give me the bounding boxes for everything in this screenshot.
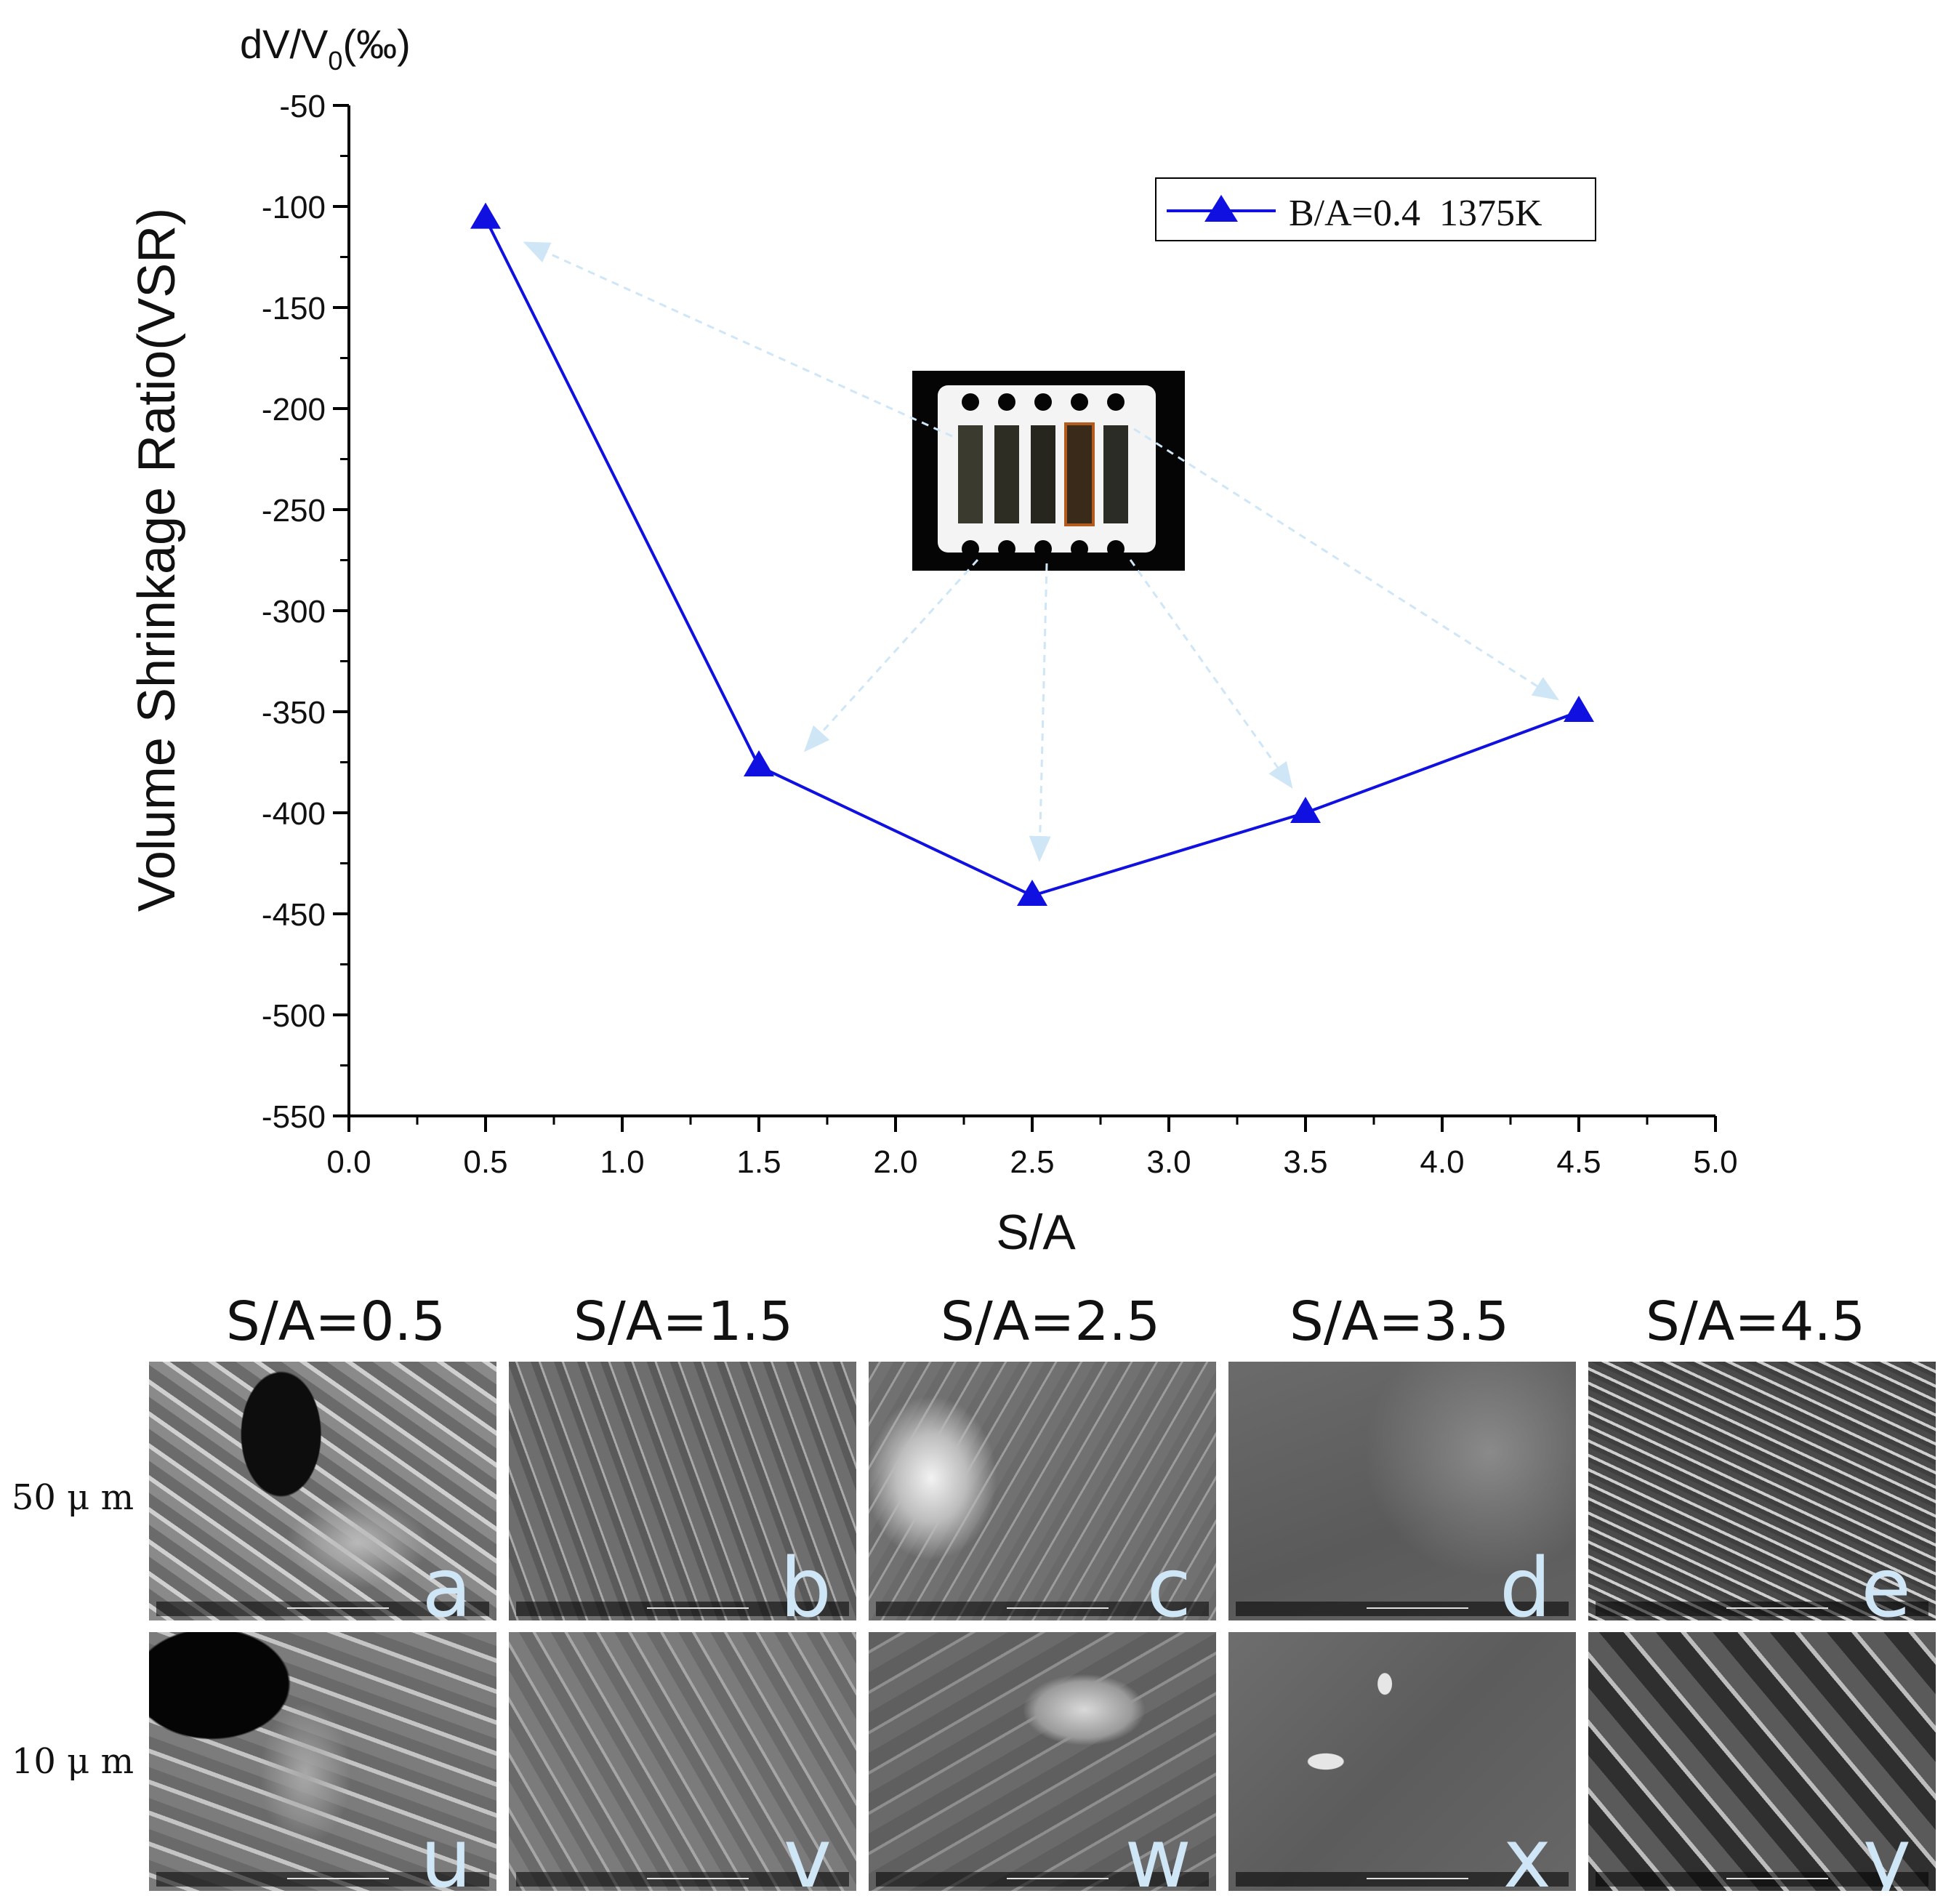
x-ticks: 0.0 0.5 1.0 1.5 2.0 2.5 3.0 3.5 4.0 4.5 5.0 xyxy=(326,1116,1738,1180)
panel-letter: b xyxy=(779,1541,832,1620)
row-scale-label: 50 μ m xyxy=(11,1477,134,1518)
data-point-triangle xyxy=(1290,797,1321,823)
y-axis-title: Volume Shrinkage Ratio(VSR) xyxy=(128,208,186,912)
sem-column-title: S/A=4.5 xyxy=(1645,1290,1866,1353)
panel-letter: e xyxy=(1861,1541,1911,1620)
data-point-triangle xyxy=(1564,696,1594,722)
data-point-triangle xyxy=(1017,879,1047,906)
sem-image: d xyxy=(1228,1362,1576,1620)
y-tick-label: -200 xyxy=(262,392,326,427)
panel-letter: w xyxy=(1125,1812,1191,1891)
y-ticks: -50 -100 -150 -200 -250 -300 -350 -400 -450 -500 -… xyxy=(262,89,349,1135)
panel-letter: c xyxy=(1146,1541,1191,1620)
y-unit-label: dV/V0(‰) xyxy=(240,21,411,76)
x-tick-label: 3.0 xyxy=(1146,1144,1191,1180)
series-layer xyxy=(470,202,1594,906)
sem-column-title: S/A=0.5 xyxy=(225,1290,446,1353)
row-scale-label: 10 μ m xyxy=(11,1741,134,1782)
panel-letter: v xyxy=(783,1812,832,1891)
y-tick-label: -300 xyxy=(262,594,326,630)
sem-image: a xyxy=(149,1362,496,1620)
x-axis-title: S/A xyxy=(996,1205,1076,1260)
x-tick-label: 4.5 xyxy=(1556,1144,1601,1180)
x-tick-label: 5.0 xyxy=(1693,1144,1737,1180)
legend: B/A=0.4 1375K xyxy=(1155,177,1596,241)
y-tick-label: -150 xyxy=(262,291,326,326)
panel-letter: y xyxy=(1862,1812,1911,1891)
x-tick-label: 4.0 xyxy=(1420,1144,1464,1180)
y-tick-label: -550 xyxy=(262,1099,326,1135)
panel-letter: x xyxy=(1503,1812,1551,1891)
y-tick-label: -100 xyxy=(262,190,326,225)
sem-image: v xyxy=(509,1632,856,1891)
sem-column-title: S/A=1.5 xyxy=(573,1290,794,1353)
sem-image: x xyxy=(1228,1632,1576,1891)
panel-letter: u xyxy=(420,1812,472,1891)
sem-image: u xyxy=(149,1632,496,1891)
x-tick-label: 2.5 xyxy=(1010,1144,1054,1180)
sem-column-title: S/A=3.5 xyxy=(1289,1290,1510,1353)
y-tick-label: -500 xyxy=(262,998,326,1034)
y-tick-label: -400 xyxy=(262,796,326,832)
sem-image: c xyxy=(869,1362,1216,1620)
legend-marker-triangle-icon xyxy=(1204,195,1238,222)
x-tick-label: 1.0 xyxy=(600,1144,644,1180)
x-tick-label: 1.5 xyxy=(736,1144,781,1180)
x-tick-label: 2.0 xyxy=(873,1144,917,1180)
sem-image: b xyxy=(509,1362,856,1620)
sem-image: e xyxy=(1588,1362,1936,1620)
data-point-triangle xyxy=(470,202,501,229)
y-tick-label: -350 xyxy=(262,695,326,731)
pointer-arrows xyxy=(523,241,1560,862)
legend-label: B/A=0.4 1375K xyxy=(1289,193,1542,234)
data-point-triangle xyxy=(744,750,774,777)
sem-image: y xyxy=(1588,1632,1936,1891)
y-tick-label: -450 xyxy=(262,897,326,933)
x-tick-label: 0.5 xyxy=(463,1144,507,1180)
sample-photo-icon xyxy=(912,371,1185,571)
y-tick-label: -250 xyxy=(262,493,326,529)
sem-column-title: S/A=2.5 xyxy=(940,1290,1161,1353)
panel-letter: d xyxy=(1499,1541,1551,1620)
x-tick-label: 0.0 xyxy=(326,1144,371,1180)
sem-image: w xyxy=(869,1632,1216,1891)
x-tick-label: 3.5 xyxy=(1283,1144,1327,1180)
y-tick-label: -50 xyxy=(279,89,326,124)
panel-letter: a xyxy=(422,1541,472,1620)
